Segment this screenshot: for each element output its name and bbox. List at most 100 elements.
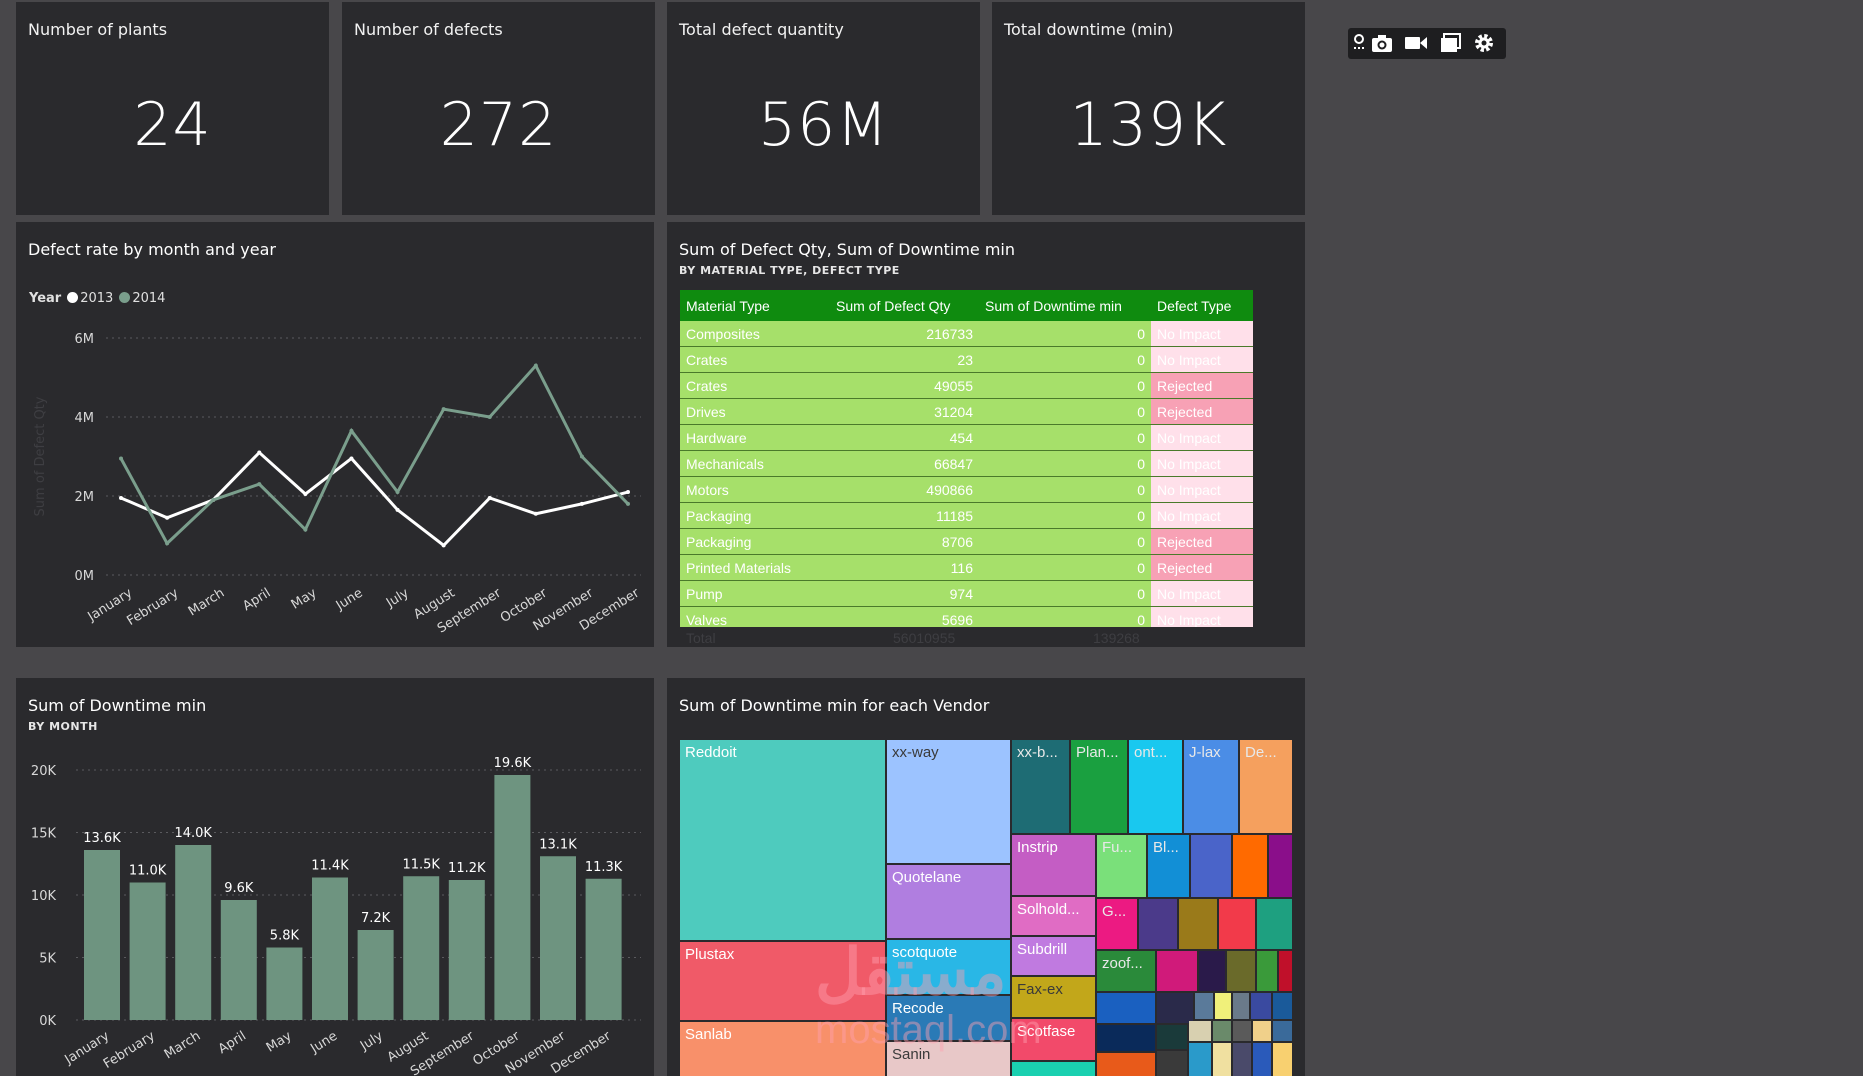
line-chart-visual[interactable]: Defect rate by month and year Year 2013 20…: [16, 222, 654, 647]
kpi-card-defect-qty[interactable]: Total defect quantity 56M: [667, 2, 980, 215]
treemap-tile[interactable]: [1215, 993, 1231, 1019]
treemap-tile[interactable]: [1253, 1043, 1271, 1076]
treemap-tile[interactable]: [1157, 1025, 1187, 1049]
treemap-tile[interactable]: [1157, 1051, 1187, 1076]
kpi-card-downtime[interactable]: Total downtime (min) 139K: [992, 2, 1305, 215]
treemap-tile[interactable]: [1157, 951, 1197, 991]
treemap-tile[interactable]: [1269, 835, 1292, 897]
bar[interactable]: [494, 775, 531, 1020]
bar[interactable]: [403, 876, 440, 1020]
treemap-tile[interactable]: [1273, 1021, 1292, 1041]
treemap-tile[interactable]: Fax-ex: [1012, 977, 1095, 1017]
treemap-tile[interactable]: [1097, 1025, 1155, 1051]
treemap-tile[interactable]: [1213, 1021, 1231, 1041]
treemap-tile[interactable]: [1233, 835, 1267, 897]
column-header-defect-type[interactable]: Defect Type: [1151, 290, 1253, 321]
cell-defect-type: No Impact: [1151, 450, 1253, 477]
table-row[interactable]: Packaging 11185 0 No Impact: [680, 502, 1253, 529]
treemap-tile[interactable]: [1157, 993, 1193, 1023]
treemap-tile[interactable]: Fu...: [1097, 835, 1146, 897]
bar[interactable]: [357, 930, 394, 1020]
copy-icon[interactable]: [1438, 32, 1462, 54]
treemap-tile[interactable]: [1189, 1043, 1211, 1076]
treemap-tile[interactable]: [1233, 993, 1249, 1019]
column-header-material-type[interactable]: Material Type: [680, 290, 830, 321]
treemap-tile[interactable]: xx-b...: [1012, 740, 1069, 833]
treemap-tile[interactable]: Sanlab: [680, 1022, 885, 1076]
treemap-tile-label: Subdrill: [1017, 941, 1068, 958]
treemap-tile[interactable]: Quotelane: [887, 865, 1010, 938]
treemap-tile[interactable]: Scotfase: [1012, 1019, 1095, 1060]
bar[interactable]: [540, 856, 576, 1020]
treemap-tile[interactable]: G...: [1097, 899, 1137, 949]
bar[interactable]: [266, 947, 303, 1021]
treemap-tile[interactable]: [1195, 993, 1213, 1019]
treemap-tile[interactable]: [1139, 899, 1177, 949]
treemap-tile[interactable]: [1233, 1021, 1251, 1041]
bar-data-label: 11.4K: [311, 859, 349, 874]
treemap-tile[interactable]: [1233, 1043, 1251, 1076]
treemap-tile[interactable]: zoof...: [1097, 951, 1155, 991]
treemap-tile[interactable]: [1189, 1021, 1211, 1041]
treemap-tile[interactable]: [1253, 1021, 1271, 1041]
table-row[interactable]: Crates 49055 0 Rejected: [680, 372, 1253, 399]
bar[interactable]: [448, 880, 485, 1020]
treemap-tile[interactable]: De...: [1240, 740, 1292, 833]
column-header-defect-qty[interactable]: Sum of Defect Qty: [830, 290, 979, 321]
treemap-tile[interactable]: [1227, 951, 1255, 991]
treemap-tile[interactable]: [1199, 951, 1225, 991]
pin-icon[interactable]: [1352, 32, 1366, 54]
treemap-tile[interactable]: [1179, 899, 1217, 949]
treemap-tile[interactable]: ont...: [1129, 740, 1182, 833]
bar[interactable]: [84, 850, 120, 1020]
camera-icon[interactable]: [1370, 32, 1394, 54]
table-row[interactable]: Printed Materials 116 0 Rejected: [680, 554, 1253, 581]
treemap-tile[interactable]: [1012, 1062, 1095, 1076]
kpi-card-defects[interactable]: Number of defects 272: [342, 2, 655, 215]
treemap-tile[interactable]: Bl...: [1148, 835, 1189, 897]
treemap-tile[interactable]: [1219, 899, 1255, 949]
treemap-tile[interactable]: Plustax: [680, 942, 885, 1020]
bar[interactable]: [129, 882, 166, 1021]
table-row[interactable]: Composites 216733 0 No Impact: [680, 321, 1253, 347]
treemap-visual[interactable]: Sum of Downtime min for each Vendor Redd…: [667, 678, 1305, 1076]
video-icon[interactable]: [1404, 32, 1428, 54]
treemap-tile[interactable]: [1279, 951, 1292, 991]
treemap-tile[interactable]: Reddoit: [680, 740, 885, 940]
bar[interactable]: [312, 877, 348, 1021]
table-row[interactable]: Motors 490866 0 No Impact: [680, 476, 1253, 503]
kpi-card-plants[interactable]: Number of plants 24: [16, 2, 329, 215]
treemap-tile[interactable]: [1213, 1043, 1231, 1076]
table-row[interactable]: Hardware 454 0 No Impact: [680, 424, 1253, 451]
table-row[interactable]: Mechanicals 66847 0 No Impact: [680, 450, 1253, 477]
bar[interactable]: [585, 878, 622, 1020]
treemap-tile[interactable]: scotquote: [887, 940, 1010, 994]
treemap-tile[interactable]: [1273, 993, 1292, 1019]
treemap-tile[interactable]: Plan...: [1071, 740, 1127, 833]
treemap-tile[interactable]: Instrip: [1012, 835, 1095, 895]
treemap-tile[interactable]: [1097, 993, 1155, 1023]
gear-icon[interactable]: [1472, 32, 1496, 54]
table-row[interactable]: Drives 31204 0 Rejected: [680, 398, 1253, 425]
treemap-tile[interactable]: Sanin: [887, 1042, 1010, 1076]
treemap-tile[interactable]: [1097, 1053, 1155, 1076]
treemap-tile[interactable]: [1251, 993, 1271, 1019]
bar[interactable]: [220, 900, 257, 1020]
treemap-tile[interactable]: [1273, 1043, 1292, 1076]
treemap-tile[interactable]: Recode: [887, 996, 1010, 1040]
column-header-downtime[interactable]: Sum of Downtime min: [979, 290, 1151, 321]
treemap-tile[interactable]: J-lax: [1184, 740, 1238, 833]
treemap-tile[interactable]: [1257, 899, 1292, 949]
table-row[interactable]: Packaging 8706 0 Rejected: [680, 528, 1253, 555]
treemap-tile[interactable]: xx-way: [887, 740, 1010, 863]
cell-downtime: 0: [979, 321, 1151, 347]
table-row[interactable]: Crates 23 0 No Impact: [680, 346, 1253, 373]
treemap-tile[interactable]: [1191, 835, 1231, 897]
bar[interactable]: [175, 845, 212, 1020]
treemap-tile[interactable]: Subdrill: [1012, 937, 1095, 975]
treemap-tile[interactable]: [1257, 951, 1277, 991]
table-row[interactable]: Pump 974 0 No Impact: [680, 580, 1253, 607]
bar-chart-visual[interactable]: Sum of Downtime min BY MONTH 0K 5K 10K 15K 2…: [16, 678, 654, 1076]
treemap-tile[interactable]: Solhold...: [1012, 897, 1095, 935]
table-row[interactable]: Valves 5696 0 No Impact: [680, 606, 1253, 627]
